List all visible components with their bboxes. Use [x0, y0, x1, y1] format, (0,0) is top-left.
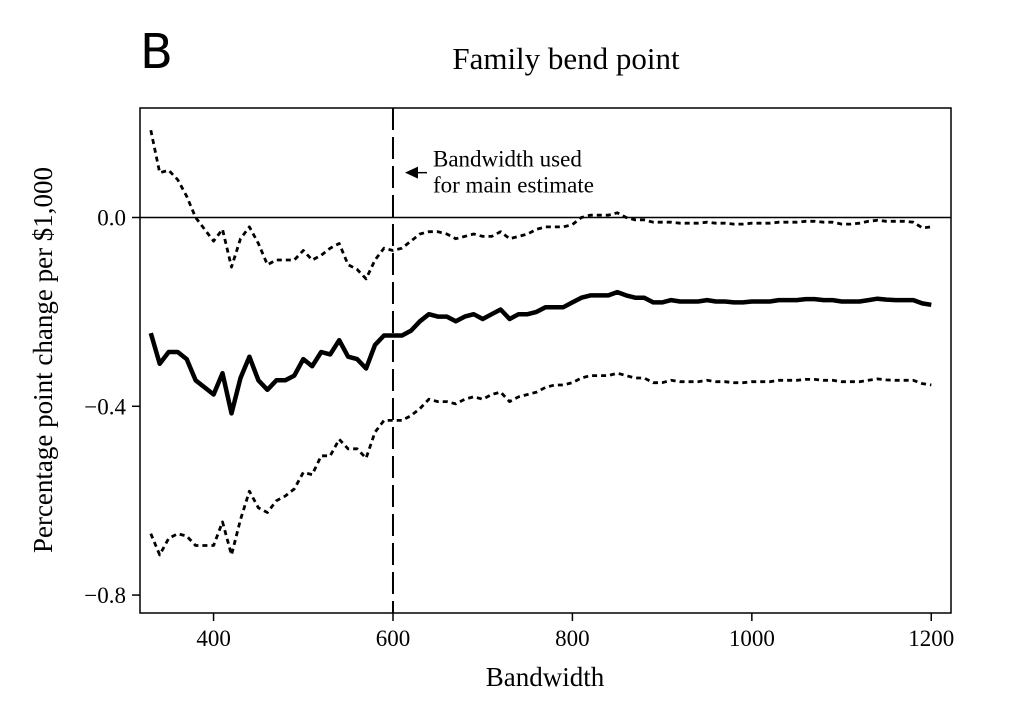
panel-label: B [140, 24, 173, 80]
annotation-arrowhead [404, 166, 418, 179]
y-axis-label: Percentage point change per $1,000 [28, 167, 58, 553]
x-tick-label: 1200 [908, 626, 954, 651]
series-lines [148, 129, 932, 557]
annotation: Bandwidth used for main estimate [404, 147, 594, 198]
y-tick-label: −0.8 [84, 583, 126, 608]
x-axis-label: Bandwidth [486, 662, 605, 692]
chart-title: Family bend point [452, 41, 680, 76]
y-axis: 0.0 −0.4 −0.8 [84, 205, 140, 608]
x-tick-label: 400 [196, 626, 231, 651]
y-tick-label: −0.4 [84, 394, 126, 419]
x-axis: 400 600 800 1000 1200 [196, 613, 954, 651]
annotation-text-line-2: for main estimate [433, 173, 594, 198]
annotation-text-line-1: Bandwidth used [433, 147, 582, 172]
plot-frame [139, 107, 952, 614]
y-tick-label: 0.0 [97, 205, 126, 230]
reference-lines [140, 108, 951, 613]
estimate-line [148, 289, 932, 416]
x-tick-label: 800 [555, 626, 590, 651]
x-tick-label: 1000 [729, 626, 775, 651]
x-tick-label: 600 [376, 626, 411, 651]
lower-confidence-line [149, 371, 932, 557]
upper-confidence-line [149, 129, 932, 281]
